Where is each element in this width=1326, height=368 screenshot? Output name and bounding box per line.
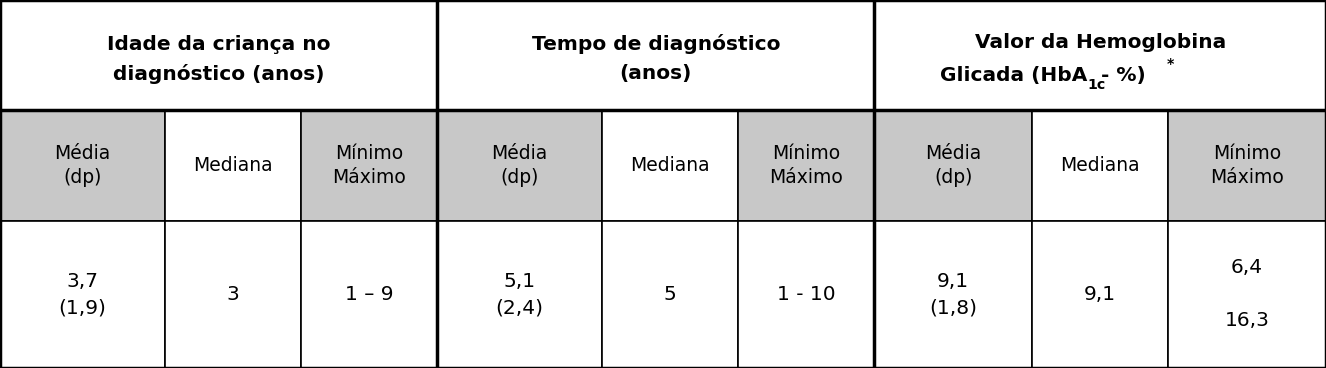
Text: 5: 5 — [664, 285, 676, 304]
Bar — [602, 221, 739, 368]
Text: 3: 3 — [227, 285, 239, 304]
Bar — [164, 110, 301, 221]
Bar — [438, 110, 602, 221]
Text: Mediana: Mediana — [1061, 156, 1140, 175]
Bar — [0, 221, 164, 368]
Text: 6,4

16,3: 6,4 16,3 — [1225, 258, 1269, 330]
Bar — [739, 110, 874, 221]
Text: Média
(dp): Média (dp) — [54, 144, 110, 187]
Text: Mediana: Mediana — [194, 156, 273, 175]
Bar — [0, 0, 438, 110]
Text: 1c: 1c — [1087, 78, 1105, 92]
Text: Mínimo
Máximo: Mínimo Máximo — [333, 144, 406, 187]
Text: diagnóstico (anos): diagnóstico (anos) — [113, 64, 325, 84]
Bar — [438, 0, 874, 110]
Text: 1 – 9: 1 – 9 — [345, 285, 394, 304]
Bar — [0, 110, 164, 221]
Bar — [1032, 110, 1168, 221]
Bar — [164, 221, 301, 368]
Text: 3,7
(1,9): 3,7 (1,9) — [58, 272, 106, 317]
Bar — [1168, 221, 1326, 368]
Bar — [301, 221, 438, 368]
Text: - %): - %) — [1094, 66, 1146, 85]
Text: Mediana: Mediana — [630, 156, 709, 175]
Bar — [874, 0, 1326, 110]
Bar — [1032, 221, 1168, 368]
Text: 1 - 10: 1 - 10 — [777, 285, 835, 304]
Text: Glicada (HbA: Glicada (HbA — [940, 66, 1087, 85]
Text: Tempo de diagnóstico: Tempo de diagnóstico — [532, 34, 780, 54]
Text: 5,1
(2,4): 5,1 (2,4) — [496, 272, 544, 317]
Text: (anos): (anos) — [619, 64, 692, 83]
Text: Valor da Hemoglobina: Valor da Hemoglobina — [975, 33, 1225, 52]
Text: 9,1: 9,1 — [1085, 285, 1116, 304]
Text: Mínimo
Máximo: Mínimo Máximo — [769, 144, 843, 187]
Text: Idade da criança no: Idade da criança no — [107, 35, 330, 54]
Text: Média
(dp): Média (dp) — [926, 144, 981, 187]
Bar — [739, 221, 874, 368]
Bar — [1168, 110, 1326, 221]
Text: Média
(dp): Média (dp) — [492, 144, 548, 187]
Text: 9,1
(1,8): 9,1 (1,8) — [930, 272, 977, 317]
Text: Mínimo
Máximo: Mínimo Máximo — [1211, 144, 1284, 187]
Bar — [874, 221, 1032, 368]
Bar — [301, 110, 438, 221]
Bar — [874, 110, 1032, 221]
Bar — [438, 221, 602, 368]
Text: *: * — [1167, 57, 1174, 71]
Bar — [602, 110, 739, 221]
